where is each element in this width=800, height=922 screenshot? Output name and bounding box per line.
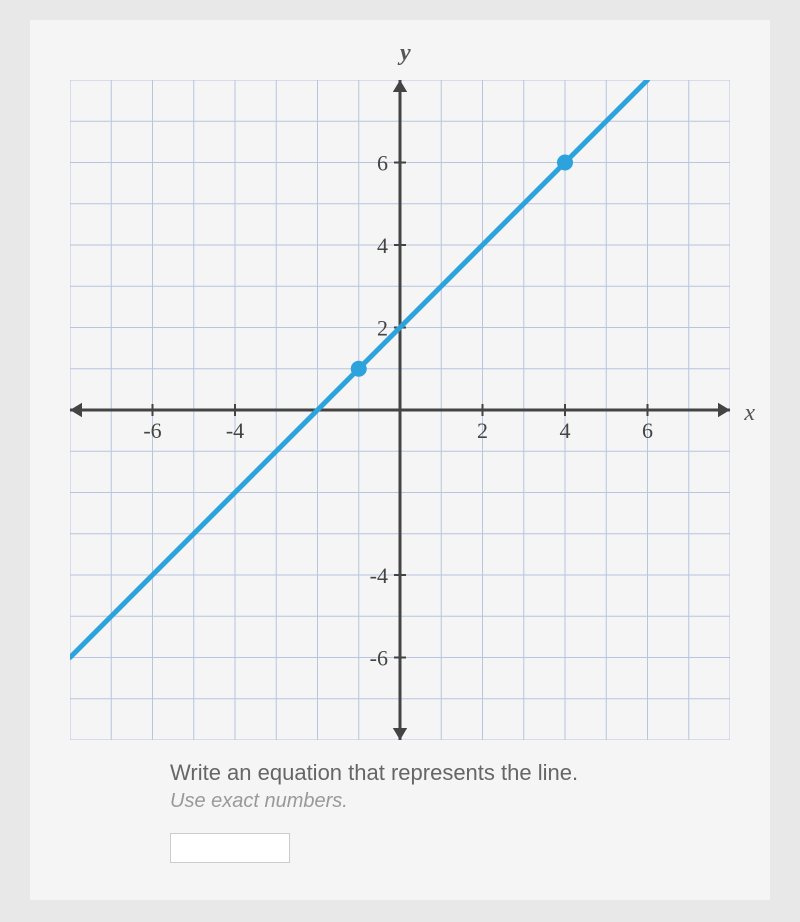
svg-text:2: 2	[377, 316, 388, 341]
svg-text:-4: -4	[370, 563, 388, 588]
svg-text:-6: -6	[143, 418, 161, 443]
svg-text:4: 4	[560, 418, 571, 443]
svg-text:-4: -4	[226, 418, 244, 443]
prompt-main-text: Write an equation that represents the li…	[170, 760, 750, 786]
page-container: y x -6 -4 2 4 6 -6 -4 2 4 6 Write an equation tha…	[30, 20, 770, 900]
chart-wrapper: y x -6-4246-6-4246	[50, 40, 750, 740]
question-prompt: Write an equation that represents the li…	[170, 760, 750, 813]
x-axis-label: x	[744, 400, 755, 427]
axes	[70, 80, 730, 740]
coordinate-graph: -6 -4 2 4 6 -6 -4 2 4 6	[70, 80, 730, 740]
svg-text:-6: -6	[370, 646, 388, 671]
y-axis-label: y	[400, 40, 411, 67]
svg-text:4: 4	[377, 233, 388, 258]
svg-text:2: 2	[477, 418, 488, 443]
prompt-sub-text: Use exact numbers.	[170, 790, 750, 813]
answer-input[interactable]	[170, 833, 290, 863]
svg-text:6: 6	[642, 418, 653, 443]
svg-text:6: 6	[377, 151, 388, 176]
